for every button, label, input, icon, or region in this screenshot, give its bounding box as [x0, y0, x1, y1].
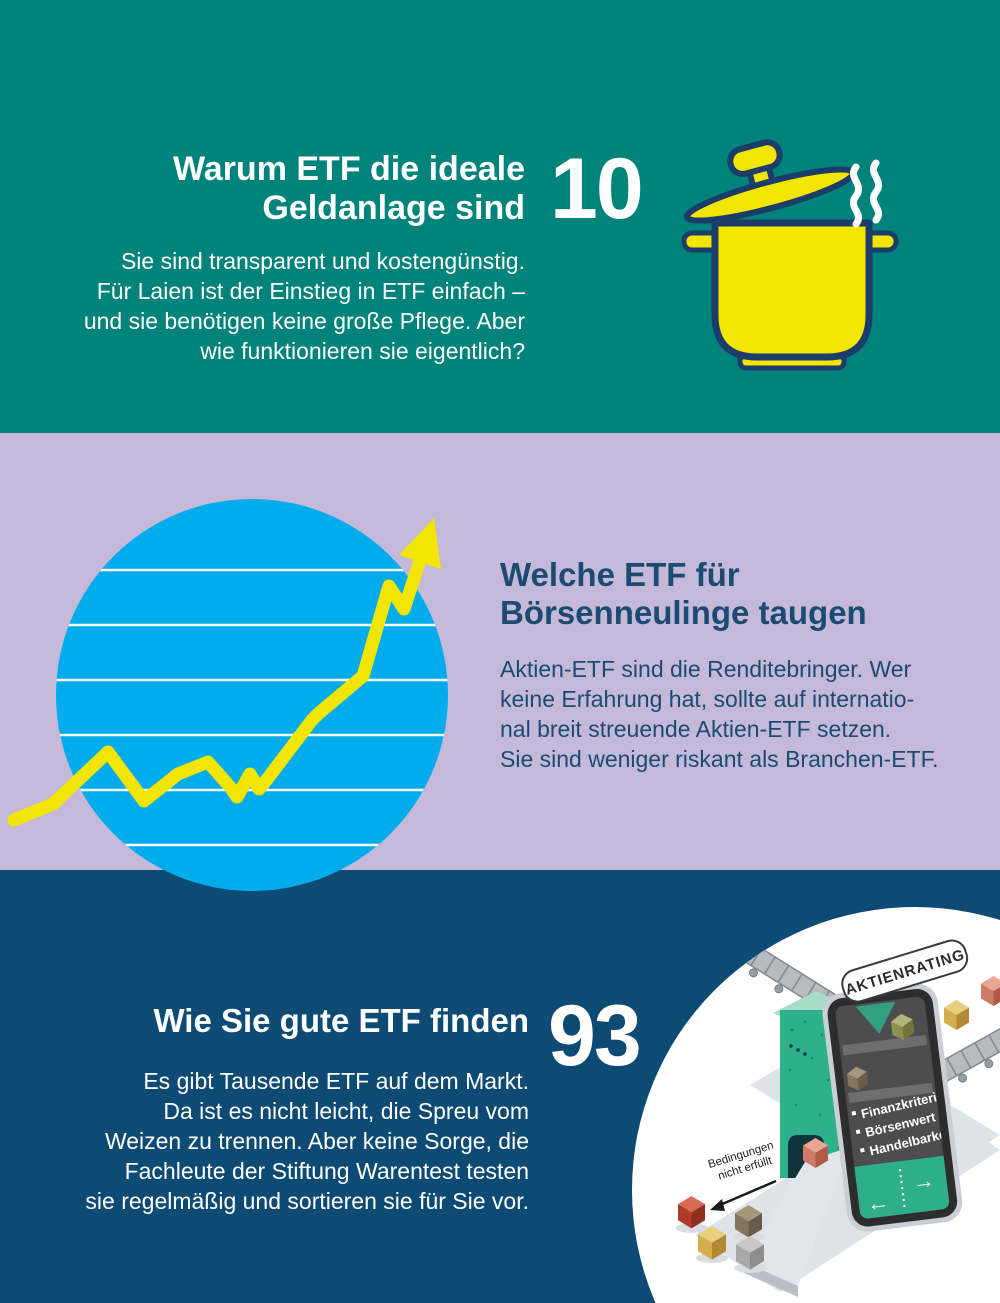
arrow-left-icon: ←: [865, 1189, 890, 1216]
rejected-red-cube: [678, 1196, 705, 1229]
arrow-right-icon: →: [911, 1167, 936, 1194]
dotted-divider: [898, 1169, 906, 1208]
pot-lid: [683, 139, 857, 224]
brown-cube-on-screen: [846, 1066, 869, 1091]
chart-circle: [56, 499, 448, 891]
machine-texture: [788, 1020, 830, 1117]
olive-cube-on-screen: [890, 1013, 915, 1041]
phone-screen: Finanzkriterien Börsenwert Handelbarkeit…: [842, 1001, 950, 1220]
section-title-newcomers: Welche ETF für Börsenneulinge taugen: [500, 556, 867, 631]
stock-chart-illustration: [7, 499, 448, 891]
rejected-brown-cube: [735, 1205, 762, 1238]
section-body-newcomers: Aktien-ETF sind die Renditebringer. Wer …: [500, 656, 939, 772]
smartphone: Finanzkriterien Börsenwert Handelbarkeit…: [822, 983, 963, 1232]
page-number-93: 93: [548, 988, 642, 1084]
page-number-10: 10: [550, 141, 644, 237]
section-title-why-etf: Warum ETF die ideale Geldanlage sind: [172, 150, 525, 227]
machine-dots: [789, 1044, 807, 1056]
aktienrating-machine-illustration: Finanzkriterien Börsenwert Handelbarkeit…: [632, 907, 1000, 1303]
steam-icon: [849, 159, 883, 228]
aktienrating-banner: AKTIENRATING: [841, 939, 969, 1003]
section-body-find-etf: Es gibt Tausende ETF auf dem Markt. Da i…: [85, 1068, 529, 1214]
pot-body: [711, 219, 873, 361]
rejection-arrowhead-icon: [710, 1199, 725, 1211]
cooking-pot-icon: [681, 139, 899, 371]
section-title-find-etf: Wie Sie gute ETF finden: [153, 1002, 529, 1039]
section-body-why-etf: Sie sind transparent und kostengünstig. …: [83, 248, 525, 364]
rejection-arrow: [719, 1179, 777, 1207]
yellow-cube: [944, 1000, 969, 1030]
output-ramp: [744, 1147, 850, 1286]
trend-arrow-icon: [399, 518, 441, 569]
funnel-icon: [855, 1001, 896, 1034]
falling-salmon-cube: [803, 1138, 828, 1168]
trend-line: [7, 547, 429, 827]
